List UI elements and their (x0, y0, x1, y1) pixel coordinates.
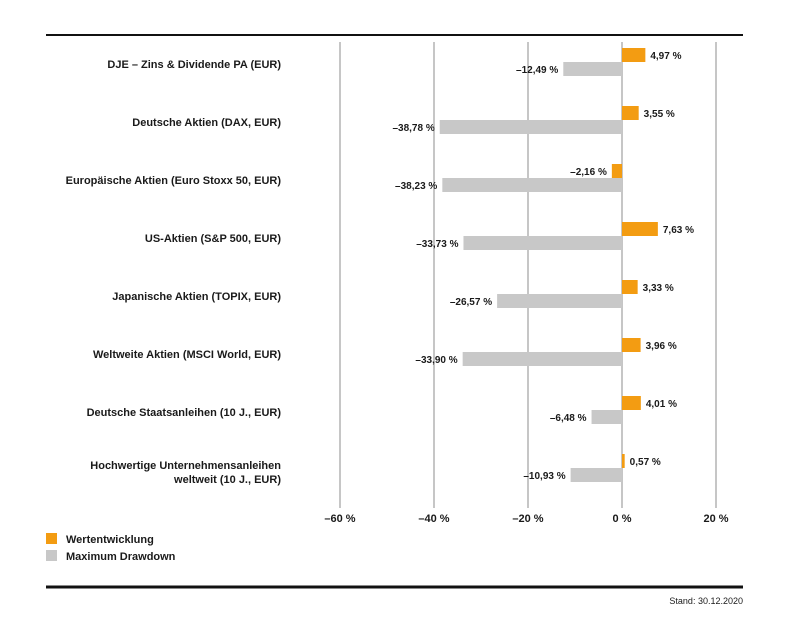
x-tick-label: –60 % (324, 513, 355, 525)
drawdown-bar (462, 352, 622, 366)
value-label: –6,48 % (550, 413, 587, 424)
category-label: Japanische Aktien (TOPIX, EUR) (112, 291, 281, 303)
category-label: Deutsche Staatsanleihen (10 J., EUR) (87, 407, 282, 419)
x-tick-label: –40 % (418, 513, 449, 525)
legend-swatch-drawdown (46, 550, 57, 561)
value-label: 0,57 % (630, 457, 661, 468)
drawdown-bar (463, 236, 622, 250)
value-label: 3,33 % (643, 283, 674, 294)
value-label: –33,73 % (416, 239, 458, 250)
value-label: 3,96 % (646, 341, 677, 352)
drawdown-bar (591, 410, 622, 424)
drawdown-bar (442, 178, 622, 192)
category-label: US-Aktien (S&P 500, EUR) (145, 233, 281, 245)
value-label: 4,01 % (646, 399, 677, 410)
category-label: Europäische Aktien (Euro Stoxx 50, EUR) (66, 175, 282, 187)
drawdown-bar (497, 294, 622, 308)
x-tick-label: 0 % (613, 513, 632, 525)
labels: DJE – Zins & Dividende PA (EUR) 4,97 % –12… (66, 51, 694, 486)
drawdown-bar (570, 468, 622, 482)
value-label: 7,63 % (663, 225, 694, 236)
legend-label: Maximum Drawdown (66, 551, 176, 563)
value-label: –12,49 % (516, 65, 558, 76)
category-label: Weltweite Aktien (MSCI World, EUR) (93, 349, 281, 361)
value-label: –33,90 % (415, 355, 457, 366)
value-label: 3,55 % (644, 109, 675, 120)
x-tick-label: –20 % (512, 513, 543, 525)
value-label: –26,57 % (450, 297, 492, 308)
legend: Wertentwicklung Maximum Drawdown (46, 533, 176, 563)
category-label: DJE – Zins & Dividende PA (EUR) (107, 59, 281, 71)
performance-bar (622, 280, 638, 294)
category-label: weltweit (10 J., EUR) (173, 474, 281, 486)
value-label: –2,16 % (570, 167, 607, 178)
footnote-text: Stand: 30.12.2020 (669, 596, 743, 606)
performance-bar (622, 222, 658, 236)
category-label: Hochwertige Unternehmensanleihen (90, 460, 281, 472)
category-label: Deutsche Aktien (DAX, EUR) (132, 117, 281, 129)
performance-bar (622, 338, 641, 352)
performance-bar (622, 106, 639, 120)
drawdown-bar (563, 62, 622, 76)
legend-swatch-performance (46, 533, 57, 544)
performance-bar (622, 48, 646, 62)
value-label: 4,97 % (650, 51, 681, 62)
legend-label: Wertentwicklung (66, 534, 154, 546)
value-label: –38,23 % (395, 181, 437, 192)
x-tick-label: 20 % (703, 513, 728, 525)
performance-bar (622, 454, 625, 468)
performance-bar (611, 164, 622, 178)
value-label: –38,78 % (392, 123, 434, 134)
performance-bar (622, 396, 641, 410)
drawdown-bar (439, 120, 622, 134)
bars (439, 48, 658, 482)
x-axis-ticks: –60 % –40 % –20 % 0 % 20 % (324, 513, 728, 525)
value-label: –10,93 % (523, 471, 565, 482)
